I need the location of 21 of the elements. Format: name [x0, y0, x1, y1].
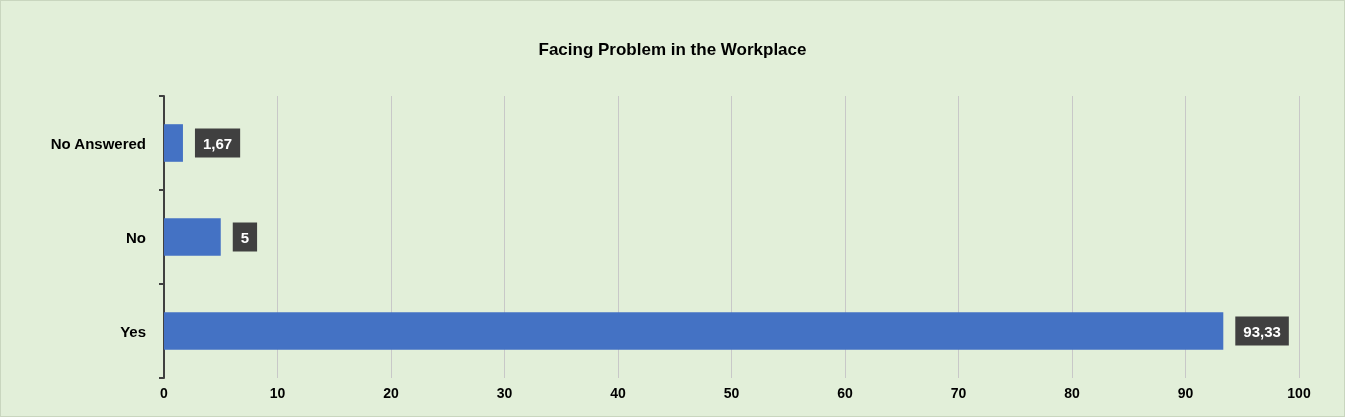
x-tick-label: 70 [950, 385, 967, 401]
chart-title: Facing Problem in the Workplace [538, 40, 807, 59]
x-tick-label: 40 [610, 385, 626, 401]
bar [164, 218, 221, 256]
data-label: 93,33 [1243, 322, 1281, 340]
data-label: 5 [240, 228, 250, 246]
x-tick-label: 0 [160, 385, 169, 401]
x-tick-label: 10 [269, 385, 286, 401]
y-tick-label: No [126, 228, 146, 246]
y-tick-label: Yes [120, 322, 146, 340]
x-tick-label: 100 [1287, 385, 1311, 401]
x-tick-label: 50 [723, 385, 740, 401]
bar [164, 312, 1224, 350]
y-tick-label: No Answered [50, 134, 146, 152]
x-tick-label: 80 [1064, 385, 1080, 401]
data-label: 1,67 [202, 134, 233, 152]
x-tick-label: 30 [496, 385, 513, 401]
x-tick-label: 20 [383, 385, 399, 401]
x-tick-label: 60 [837, 385, 853, 401]
x-tick-label: 90 [1177, 385, 1194, 401]
bar [164, 124, 183, 162]
